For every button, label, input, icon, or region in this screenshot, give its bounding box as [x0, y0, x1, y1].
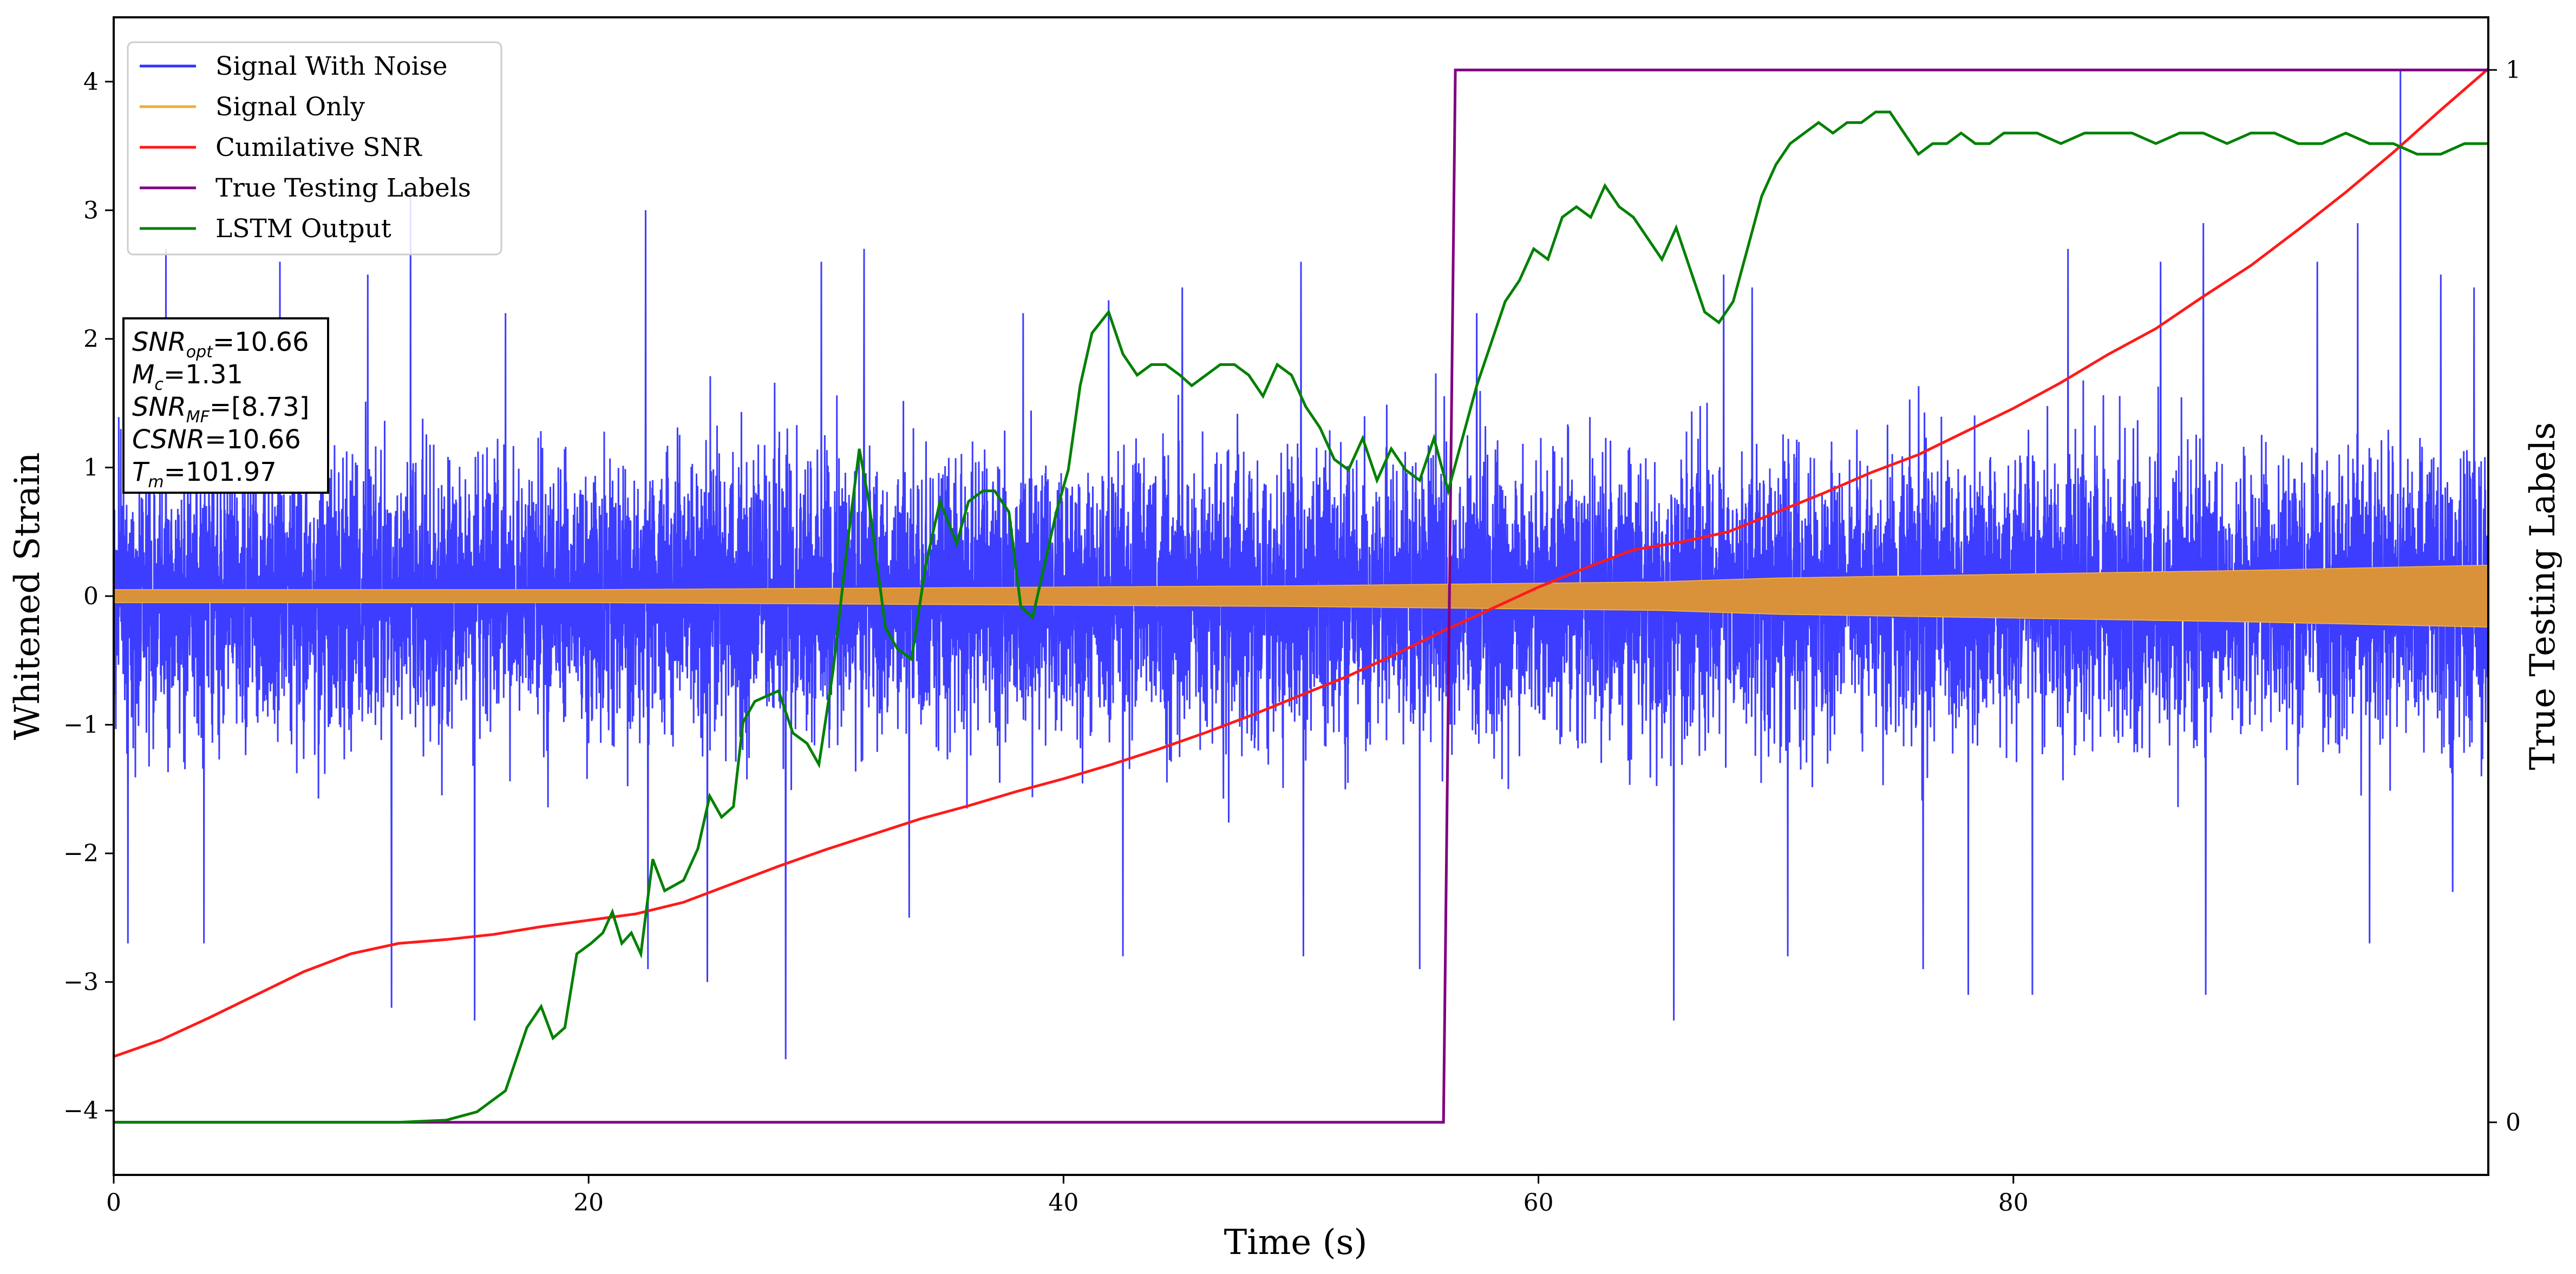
signal-only-envelope [114, 564, 2488, 628]
y-tick-label: −2 [63, 840, 99, 867]
signal-with-noise-line [114, 68, 2488, 1060]
y-tick-label: 0 [83, 583, 99, 610]
y-tick-label: 3 [83, 197, 99, 224]
legend-label-signal-only: Signal Only [215, 92, 365, 122]
x-tick-label: 20 [573, 1189, 604, 1217]
y-tick-label: 1 [83, 454, 99, 481]
annotation-csnr: CSNR=10.66 [132, 424, 301, 455]
signal-with-noise-layer [114, 68, 2488, 1060]
y2-axis-title: True Testing Labels [2523, 422, 2563, 770]
y-axis-title: Whitened Strain [8, 452, 48, 740]
x-tick-label: 80 [1998, 1189, 2029, 1217]
true-labels-layer [114, 68, 2488, 1124]
lstm-output-line [114, 110, 2488, 1124]
x-tick-label: 40 [1048, 1189, 1078, 1217]
x-tick-label: 60 [1524, 1189, 1554, 1217]
legend-label-cumulative-snr: Cumilative SNR [215, 133, 422, 162]
signal-only-layer [114, 564, 2488, 628]
true-labels-line [114, 68, 2488, 1124]
lstm-output-layer [114, 110, 2488, 1124]
annotation-snr-opt: SNRopt=10.66 [132, 327, 309, 362]
legend-label-signal-with-noise: Signal With Noise [215, 51, 448, 81]
annotation-tm: Tm=101.97 [132, 457, 277, 492]
y-tick-label: −4 [63, 1097, 99, 1125]
cumulative-snr-line [114, 68, 2488, 1058]
annotation-mc: Mc=1.31 [132, 360, 243, 394]
y-tick-label: 4 [83, 68, 99, 96]
y-tick-label: −1 [63, 711, 99, 739]
y2-tick-label: 1 [2506, 56, 2521, 84]
legend-label-true-labels: True Testing Labels [215, 173, 471, 203]
x-axis-title: Time (s) [1224, 1223, 1368, 1263]
y-tick-label: −3 [63, 969, 99, 996]
annotation-box [122, 317, 329, 494]
legend: Signal With Noise Signal Only Cumilative… [127, 41, 502, 256]
annotation-snr-mf: SNRMF=[8.73] [132, 392, 309, 427]
y-tick-label: 2 [83, 325, 99, 353]
legend-box [127, 41, 502, 256]
legend-label-lstm-output: LSTM Output [215, 214, 391, 244]
parameter-annotation: SNRopt=10.66 Mc=1.31 SNRMF=[8.73] CSNR=1… [122, 317, 329, 494]
cumulative-snr-layer [114, 68, 2488, 1058]
y2-tick-label: 0 [2506, 1109, 2521, 1136]
x-tick-label: 0 [106, 1189, 121, 1217]
